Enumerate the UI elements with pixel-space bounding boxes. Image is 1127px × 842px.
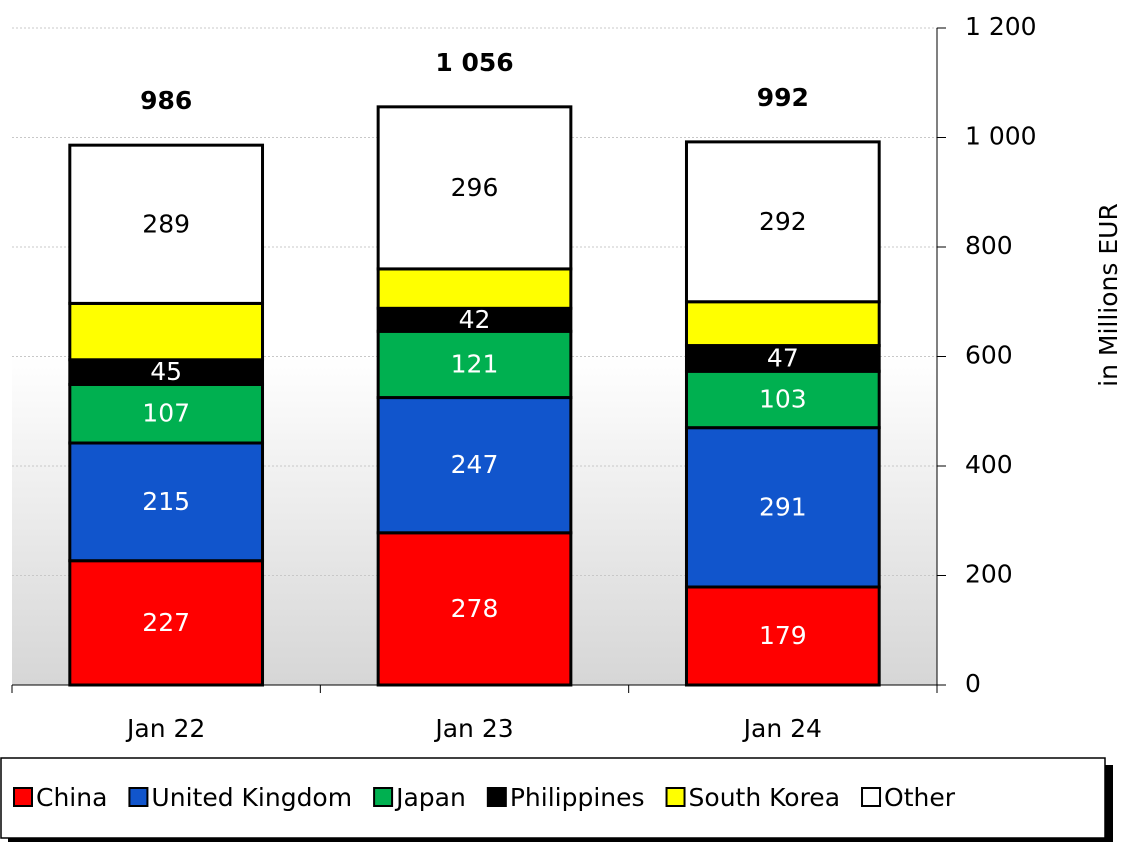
data-label: 103 xyxy=(759,384,807,413)
data-label: 278 xyxy=(451,594,499,623)
y-axis-label: in Millions EUR xyxy=(1094,203,1123,387)
data-label: 179 xyxy=(759,621,807,650)
legend-label: Other xyxy=(884,783,956,812)
legend-swatch xyxy=(373,787,394,807)
bar-segment xyxy=(684,426,881,589)
bar-segment xyxy=(68,143,265,305)
y-tick-label: 200 xyxy=(965,560,1013,589)
data-label: 296 xyxy=(451,173,499,202)
bar-segment xyxy=(376,531,573,687)
legend-label: Japan xyxy=(394,783,466,812)
legend-label: China xyxy=(36,783,107,812)
bar-segment xyxy=(376,267,573,310)
bar-segment xyxy=(376,105,573,271)
legend-swatch xyxy=(128,787,149,807)
legend-swatch xyxy=(665,787,686,807)
y-tick-label: 800 xyxy=(965,231,1013,260)
legend-label: Philippines xyxy=(510,783,645,812)
legend-swatch xyxy=(486,787,507,807)
legend-label: South Korea xyxy=(689,783,840,812)
y-tick-label: 600 xyxy=(965,341,1013,370)
data-label: 47 xyxy=(767,343,799,372)
bar-segment xyxy=(68,301,265,362)
data-label: 247 xyxy=(451,450,499,479)
bar-segment xyxy=(684,300,881,348)
bar-segment xyxy=(68,382,265,445)
bar-segment xyxy=(684,585,881,687)
legend-box xyxy=(0,757,1106,839)
y-tick-label: 400 xyxy=(965,450,1013,479)
total-label: 1 056 xyxy=(435,48,513,77)
x-tick-label: Jan 23 xyxy=(433,714,513,743)
bar-segment xyxy=(68,358,265,386)
x-tick-label: Jan 22 xyxy=(125,714,205,743)
bar-segment xyxy=(684,369,881,430)
y-tick-label: 1 200 xyxy=(965,12,1037,41)
data-label: 291 xyxy=(759,492,807,521)
data-label: 121 xyxy=(451,349,499,378)
y-tick-label: 1 000 xyxy=(965,122,1037,151)
data-label: 227 xyxy=(142,608,190,637)
y-tick-label: 0 xyxy=(965,669,981,698)
data-label: 292 xyxy=(759,207,807,236)
bar-segment xyxy=(684,344,881,373)
bar-segment xyxy=(68,559,265,687)
data-label: 45 xyxy=(150,357,182,386)
total-label: 992 xyxy=(757,83,809,112)
data-label: 215 xyxy=(142,487,190,516)
total-label: 986 xyxy=(140,86,192,115)
legend-swatch xyxy=(13,787,33,807)
data-label: 107 xyxy=(142,399,190,428)
bar-segment xyxy=(684,140,881,304)
x-tick-label: Jan 24 xyxy=(742,714,822,743)
data-label: 289 xyxy=(142,209,190,238)
legend-label: United Kingdom xyxy=(151,783,352,812)
bar-segment xyxy=(68,441,265,563)
legend-swatch xyxy=(861,787,882,807)
bar-segment xyxy=(376,396,573,535)
